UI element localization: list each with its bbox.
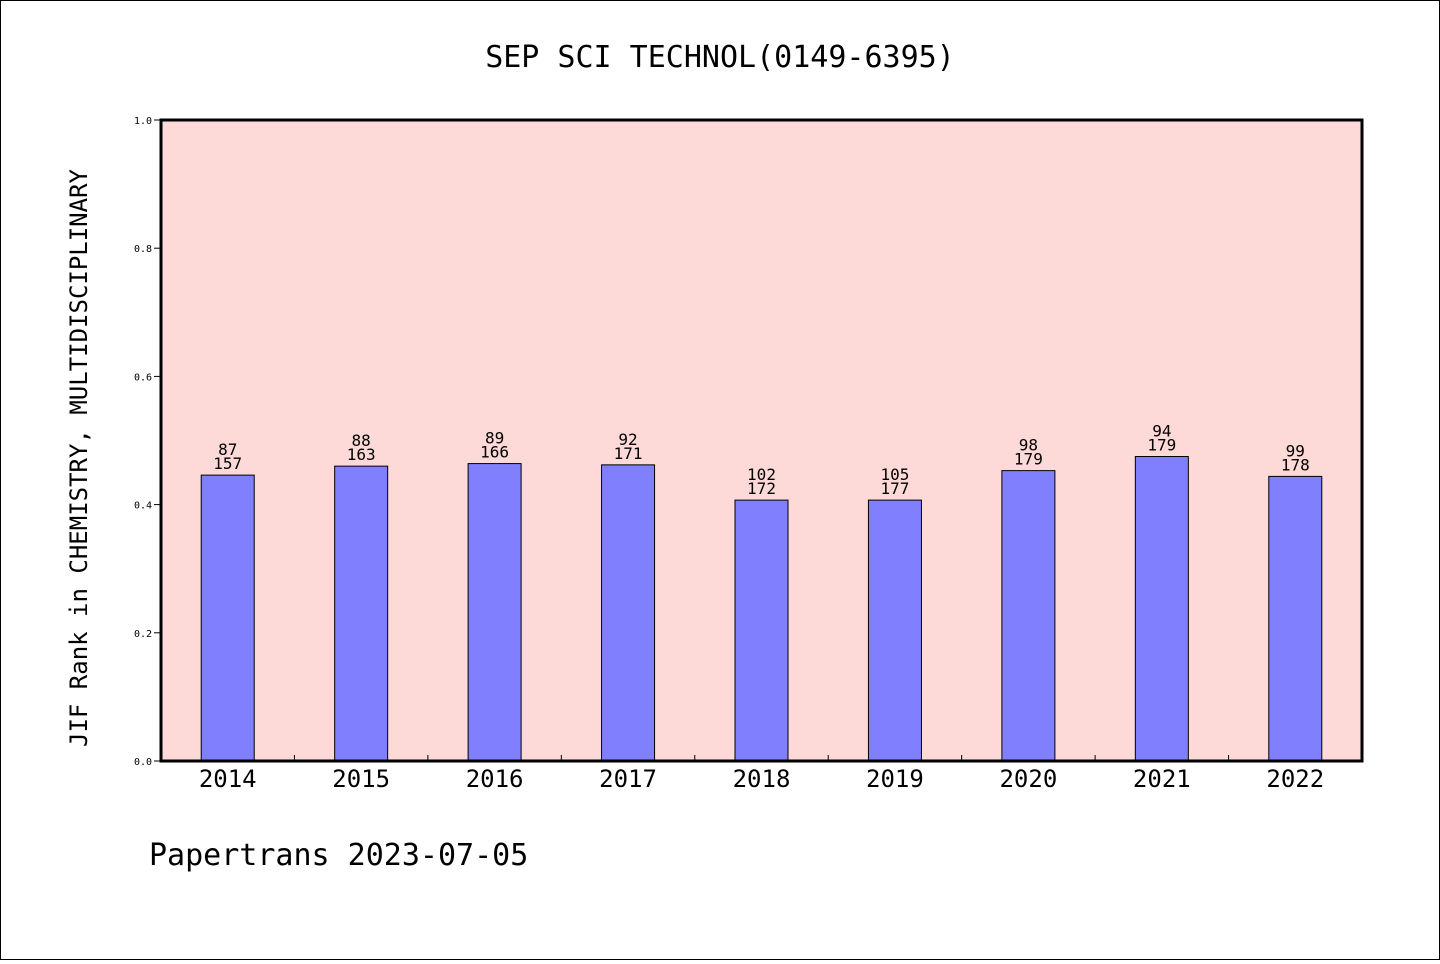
bar-2016	[467, 463, 522, 762]
x-tick-label: 2021	[1133, 765, 1191, 793]
bar-total-label: 179	[1147, 436, 1176, 455]
bar-total-label: 172	[747, 479, 776, 498]
x-tick-label: 2015	[332, 765, 390, 793]
bar-total-label: 177	[880, 479, 909, 498]
footer-text: Papertrans 2023-07-05	[149, 838, 528, 873]
bar-rank-label: 94	[1152, 422, 1171, 441]
bar-rank-label: 88	[352, 431, 371, 450]
bar-rank-label: 89	[485, 429, 504, 448]
x-tick-label: 2022	[1266, 765, 1324, 793]
x-tick-label: 2019	[866, 765, 924, 793]
bar-total-label: 157	[213, 454, 242, 473]
bar-2019	[867, 499, 922, 762]
bar-2017	[601, 464, 656, 762]
plot-border	[159, 118, 1364, 763]
y-tick-label: 0.0	[134, 757, 152, 768]
bar-2022	[1268, 475, 1323, 762]
x-tick-label: 2014	[199, 765, 257, 793]
bar-rank-label: 87	[218, 440, 237, 459]
y-tick-label: 0.8	[134, 244, 152, 255]
x-tick-label: 2018	[733, 765, 791, 793]
y-tick-label: 0.2	[134, 629, 152, 640]
bar-rank-label: 99	[1286, 441, 1305, 460]
bar-rank-label: 98	[1019, 436, 1038, 455]
bar-2021	[1134, 456, 1189, 762]
bar-rank-label: 92	[618, 430, 637, 449]
y-tick-label: 0.4	[134, 501, 152, 512]
x-tick-label: 2020	[999, 765, 1057, 793]
bar-2014	[200, 474, 255, 762]
bar-total-label: 179	[1014, 450, 1043, 469]
y-axis-label: JIF Rank in CHEMISTRY, MULTIDISCIPLINARY	[65, 168, 93, 747]
x-tick-label: 2017	[599, 765, 657, 793]
bar-total-label: 166	[480, 443, 509, 462]
chart-title: SEP SCI TECHNOL(0149-6395)	[485, 40, 955, 75]
bar-2018	[734, 499, 789, 762]
y-tick-label: 0.6	[134, 372, 152, 383]
y-axis: 0.0 0.2 0.4 0.6 0.8 1.0	[134, 116, 161, 768]
bars: 8715788163891669217110217210517798179941…	[200, 422, 1323, 762]
y-tick-label: 1.0	[134, 116, 152, 127]
bar-rank-label: 105	[880, 465, 909, 484]
bar-total-label: 178	[1281, 455, 1310, 474]
x-tick-label: 2016	[466, 765, 524, 793]
bar-2020	[1001, 470, 1056, 762]
bar-2015	[334, 465, 389, 762]
bar-rank-label: 102	[747, 465, 776, 484]
x-axis: 2014 2015 2016 2017 2018 2019 2020 2021 2022	[199, 755, 1324, 793]
bar-total-label: 163	[347, 445, 376, 464]
bar-total-label: 171	[614, 444, 643, 463]
